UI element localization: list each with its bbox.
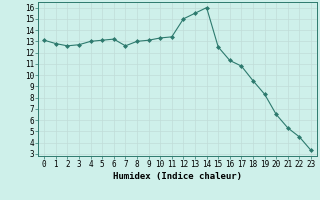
X-axis label: Humidex (Indice chaleur): Humidex (Indice chaleur) bbox=[113, 172, 242, 181]
